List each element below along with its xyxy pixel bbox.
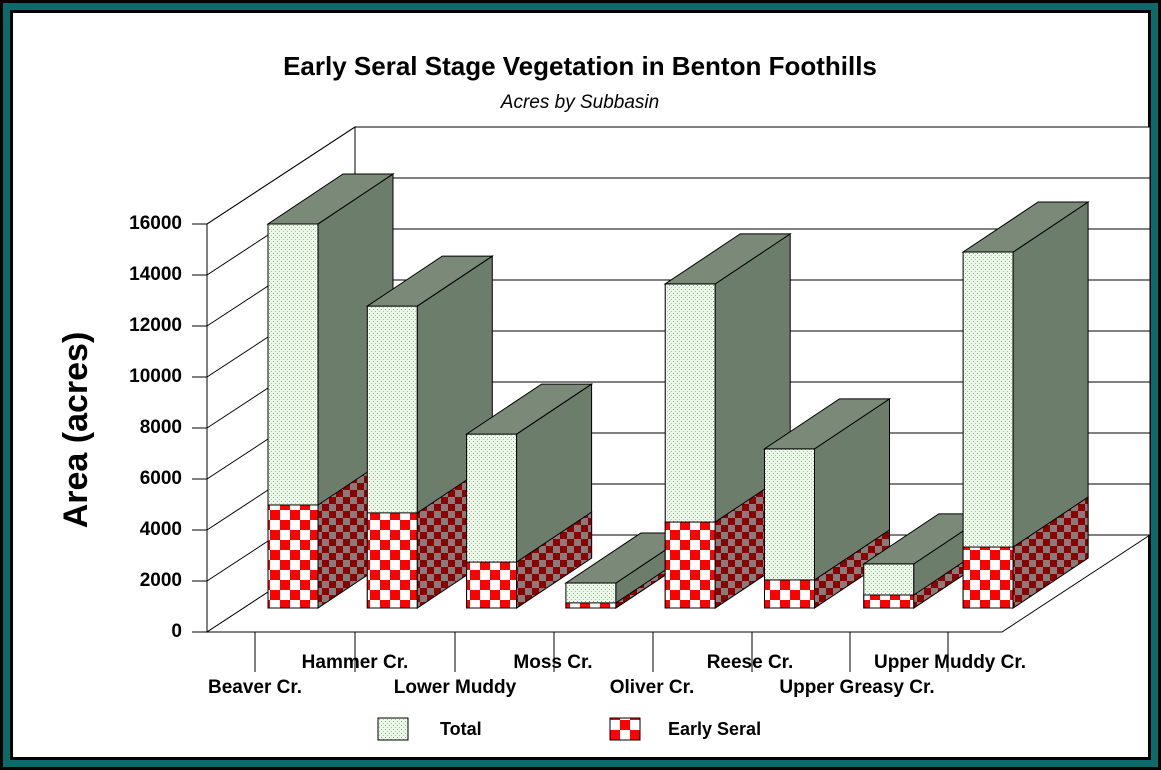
bar-front — [466, 561, 518, 609]
bar-top — [266, 173, 395, 225]
chart-title: Early Seral Stage Vegetation in Benton F… — [283, 51, 877, 81]
bar-front — [764, 579, 815, 609]
x-tick-label: Moss Cr. — [513, 652, 592, 673]
chart-subtitle: Acres by Subbasin — [500, 92, 659, 113]
plot: 0 2000 4000 6000 8000 10000 12000 14000 16000 Bea… — [129, 126, 1152, 741]
bar-top — [762, 398, 892, 450]
x-tick-label: Lower Muddy — [394, 677, 517, 698]
legend-swatch — [377, 717, 409, 741]
bar-top — [365, 255, 494, 307]
y-tick-label: 14000 — [129, 264, 182, 285]
bar-front — [366, 512, 418, 609]
x-tick-label: Upper Greasy Cr. — [779, 677, 934, 698]
bar-side — [516, 511, 593, 609]
grid-line — [206, 126, 1150, 225]
bar-side — [1012, 496, 1089, 609]
bar-front — [962, 546, 1014, 609]
bar-front — [565, 602, 617, 609]
y-axis-label: Area (acres) — [57, 332, 95, 529]
y-tick-label: 8000 — [140, 417, 182, 438]
legend-label: Total — [440, 719, 482, 739]
x-tick-label: Beaver Cr. — [208, 677, 302, 698]
y-tick-label: 6000 — [140, 468, 182, 489]
legend-swatch — [609, 717, 641, 741]
y-tick-label: 12000 — [129, 315, 182, 336]
y-tick-label: 2000 — [140, 570, 182, 591]
y-tick-label: 4000 — [140, 519, 182, 540]
y-tick-label: 16000 — [129, 213, 182, 234]
bar-front — [267, 504, 319, 609]
legend-label: Early Seral — [668, 719, 761, 739]
y-tick-label: 10000 — [129, 366, 182, 387]
x-tick-label: Upper Muddy Cr. — [874, 652, 1026, 673]
y-tick-label: 0 — [171, 621, 182, 642]
bar-front — [863, 594, 915, 609]
x-tick-label: Reese Cr. — [707, 652, 794, 673]
bar-top — [961, 201, 1090, 253]
bar-top — [464, 383, 594, 435]
bar-front — [664, 521, 716, 609]
x-tick-label: Oliver Cr. — [610, 677, 695, 698]
bar-top — [663, 233, 792, 285]
